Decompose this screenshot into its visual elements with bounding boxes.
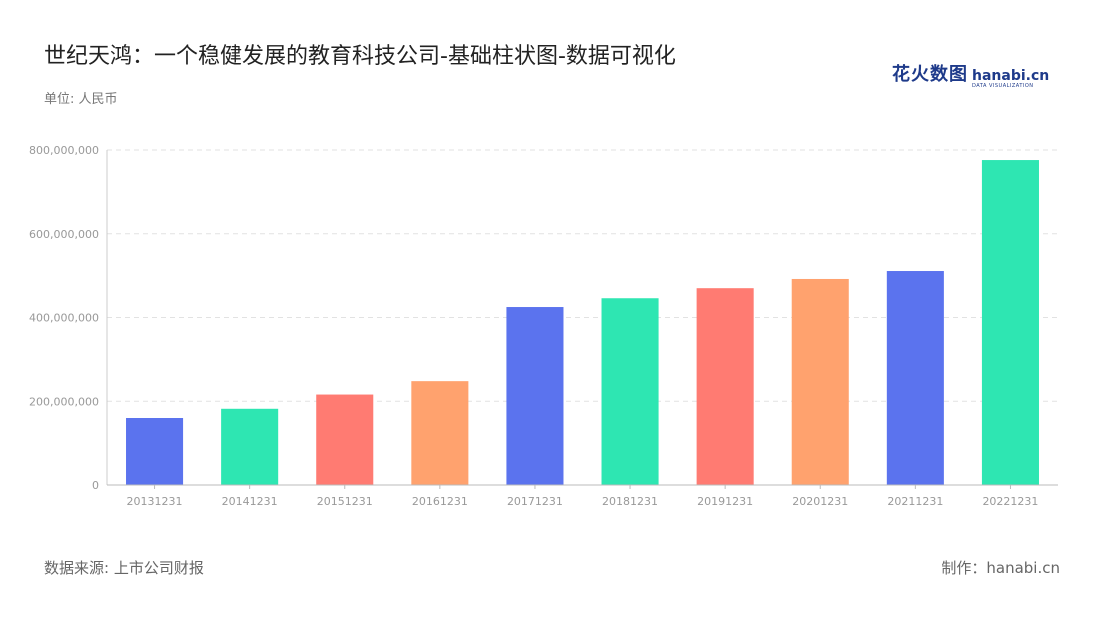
axis-layer: 0 200,000,000 400,000,000 600,000,000 800,00… <box>29 144 1058 508</box>
x-tick-label: 20151231 <box>317 495 373 508</box>
data-source: 数据来源: 上市公司财报 <box>44 559 204 577</box>
y-tick-label: 400,000,000 <box>29 312 99 325</box>
bar-20171231 <box>506 307 564 485</box>
bar-20221231 <box>981 160 1039 486</box>
x-tick-label: 20171231 <box>507 495 563 508</box>
y-tick-label: 800,000,000 <box>29 144 99 157</box>
logo-cn-text: 花火数图 <box>892 64 968 85</box>
bar-20211231 <box>886 271 944 485</box>
logo-en-block: hanabi.cn DATA VISUALIZATION <box>972 69 1049 89</box>
x-tick-label: 20161231 <box>412 495 468 508</box>
bar-20131231 <box>126 418 184 485</box>
y-tick-label: 600,000,000 <box>29 228 99 241</box>
bar-20191231 <box>696 288 754 485</box>
bar-20161231 <box>411 381 469 485</box>
bar-20141231 <box>221 408 279 485</box>
chart-title: 世纪天鸿：一个稳健发展的教育科技公司-基础柱状图-数据可视化 <box>44 44 676 69</box>
credit-label: 制作：hanabi.cn <box>941 559 1060 577</box>
x-tick-label: 20211231 <box>887 495 943 508</box>
bar-20181231 <box>601 298 659 485</box>
logo-sub-text: DATA VISUALIZATION <box>972 83 1034 89</box>
x-tick-label: 20141231 <box>222 495 278 508</box>
logo-en-text: hanabi.cn <box>972 68 1050 84</box>
bar-20201231 <box>791 278 849 485</box>
brand-logo: 花火数图 hanabi.cn DATA VISUALIZATION <box>892 60 1049 89</box>
x-tick-label: 20131231 <box>127 495 183 508</box>
bar-20151231 <box>316 394 374 485</box>
y-tick-label: 200,000,000 <box>29 395 99 408</box>
unit-label: 单位: 人民币 <box>44 92 118 107</box>
bar-layer <box>126 160 1039 486</box>
x-tick-label: 20191231 <box>697 495 753 508</box>
x-tick-label: 20221231 <box>982 495 1038 508</box>
x-tick-label: 20181231 <box>602 495 658 508</box>
x-tick-label: 20201231 <box>792 495 848 508</box>
y-tick-label: 0 <box>92 479 99 492</box>
